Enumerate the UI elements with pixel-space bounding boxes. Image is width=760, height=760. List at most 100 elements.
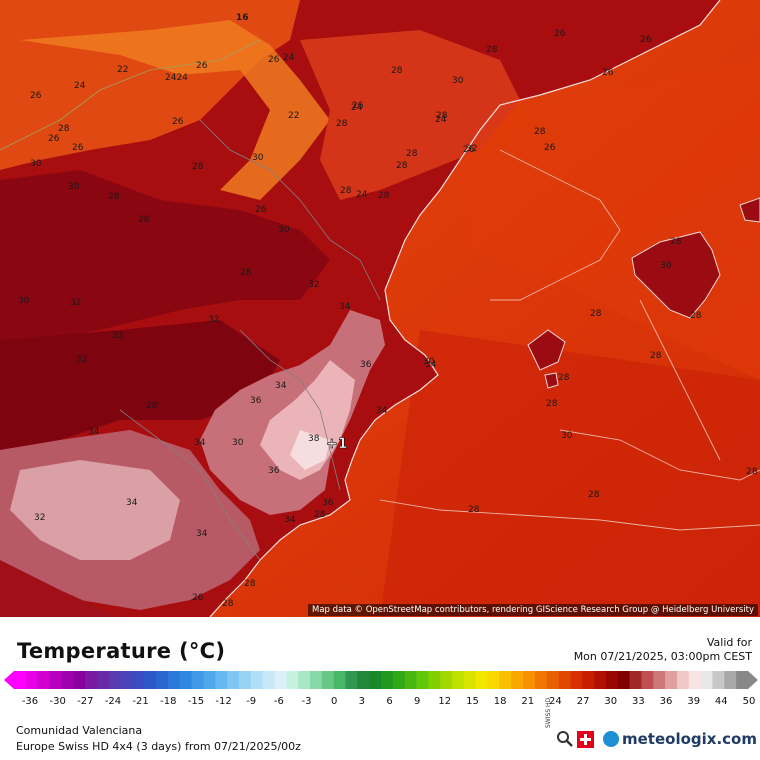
isotherm-label: 28 <box>244 579 256 589</box>
isotherm-label: 28 <box>108 192 120 202</box>
isotherm-label: 28 <box>558 373 570 383</box>
mallorca <box>631 231 721 319</box>
isotherm-label: 26 <box>48 134 60 144</box>
colorbar-swatch <box>605 671 619 689</box>
colorbar-swatch <box>392 671 406 689</box>
colorbar-tick-label: 15 <box>466 696 479 707</box>
coastline <box>209 0 721 617</box>
swiss-hd-badge: SWISS HD <box>545 697 552 728</box>
colorbar-swatch <box>250 671 264 689</box>
colorbar-tick-label: 33 <box>632 696 645 707</box>
isotherm-label: 26 <box>602 68 614 78</box>
formentera <box>544 372 559 389</box>
colorbar-tick-label: 24 <box>549 696 562 707</box>
colorbar-tick-label: 21 <box>521 696 534 707</box>
isotherm-label: 34 <box>284 515 296 525</box>
isotherm-label: 28 <box>436 111 448 121</box>
isotherm-label: 30 <box>561 431 573 441</box>
isotherm-label: 32 <box>466 144 477 154</box>
colorbar-swatch <box>582 671 595 689</box>
isotherm-label: 30 <box>18 296 30 306</box>
colorbar-tick-label: 12 <box>438 696 451 707</box>
isotherm-label: 28 <box>391 66 403 76</box>
ibiza <box>527 329 566 371</box>
isotherm-label: 26 <box>172 117 184 127</box>
colorbar-swatch <box>641 671 654 689</box>
colorbar-swatch <box>37 671 50 689</box>
map-attribution: Map data © OpenStreetMap contributors, r… <box>308 604 758 616</box>
region-border <box>239 329 341 491</box>
colorbar-tick-label: 0 <box>331 696 337 707</box>
marker-label: +1 <box>326 436 347 452</box>
sea-isotherm <box>639 299 721 461</box>
colorbar-max-arrow <box>748 671 758 689</box>
isotherm-label: 32 <box>208 315 219 325</box>
colorbar-swatch <box>357 671 370 689</box>
isotherm-label: 2424 <box>165 73 188 83</box>
colorbar-tick-label: 39 <box>687 696 700 707</box>
isotherm-label: 30 <box>30 159 42 169</box>
region-border <box>0 39 261 151</box>
colorbar-swatch <box>546 671 559 689</box>
isotherm-label: 28 <box>590 309 602 319</box>
isotherm-label: 34 <box>275 381 287 391</box>
sea-south-band <box>380 330 760 617</box>
colorbar-swatch <box>298 671 311 689</box>
colorbar-tick-label: -24 <box>105 696 121 707</box>
colorbar-swatch <box>262 671 275 689</box>
brand-name[interactable]: meteologix.com <box>622 730 757 748</box>
colorbar-swatch <box>25 671 39 689</box>
isotherm-label: 28 <box>690 311 702 321</box>
isotherm-label: 34 <box>425 360 437 370</box>
isotherm-label: 28 <box>146 401 158 411</box>
isotherm-label: 26 <box>196 61 208 71</box>
colorbar-tick-label: 6 <box>386 696 392 707</box>
colorbar-swatch <box>144 671 157 689</box>
colorbar-tick-label: -30 <box>50 696 66 707</box>
colorbar-swatch <box>558 671 571 689</box>
colorbar-tick-label: -18 <box>160 696 176 707</box>
region-border <box>199 119 381 301</box>
colorbar-swatch <box>452 671 465 689</box>
isotherm-label: 26 <box>463 145 475 155</box>
isotherm-label: 28 <box>486 45 498 55</box>
isotherm-label: 36 <box>360 360 372 370</box>
isotherm-label: 16 <box>236 13 249 23</box>
isotherm-label: 28 <box>546 399 558 409</box>
isotherm-label: 30 <box>232 438 244 448</box>
isotherm-label: 30 <box>68 182 80 192</box>
valencia-very-hot <box>260 360 355 480</box>
colorbar-swatch <box>309 671 323 689</box>
temperature-map[interactable]: 16 22 24 2424 26 26 24 26 26 22 24 28 26 26 30 28 30 28 28… <box>0 0 760 617</box>
colorbar-swatch <box>167 671 181 689</box>
catalonia-zone <box>300 30 520 200</box>
pyrenees-cool <box>20 20 330 200</box>
colorbar-min-arrow <box>4 671 14 689</box>
isotherm-label: 28 <box>746 467 758 477</box>
search-icon[interactable] <box>556 730 574 748</box>
colorbar-tick-label: -36 <box>22 696 38 707</box>
valid-time: Mon 07/21/2025, 03:00pm CEST <box>573 650 752 663</box>
isotherm-label: 28 <box>468 505 480 515</box>
colorbar-tick-label: 18 <box>494 696 507 707</box>
murcia-pink <box>10 460 180 560</box>
valid-label: Valid for <box>706 636 752 649</box>
colorbar-swatch <box>73 671 86 689</box>
isotherm-label: 26 <box>554 29 566 39</box>
colorbar-swatch <box>724 671 737 689</box>
colorbar-swatch <box>676 671 690 689</box>
colorbar-swatch <box>381 671 394 689</box>
isotherm-label: 26 <box>30 91 42 101</box>
isotherm-label: 22 <box>288 111 299 121</box>
colorbar-swatch <box>594 671 607 689</box>
colorbar-swatch <box>629 671 642 689</box>
colorbar-swatch <box>333 671 346 689</box>
colorbar-tick-label: -9 <box>246 696 256 707</box>
location-marker[interactable]: +1 <box>326 436 348 453</box>
colorbar-swatch <box>428 671 441 689</box>
isotherm-label: 24 <box>283 53 295 63</box>
colorbar-swatch <box>416 671 429 689</box>
isotherm-label: 28 <box>240 268 252 278</box>
colorbar-swatch <box>321 671 335 689</box>
isotherm-label: 34 <box>194 438 206 448</box>
